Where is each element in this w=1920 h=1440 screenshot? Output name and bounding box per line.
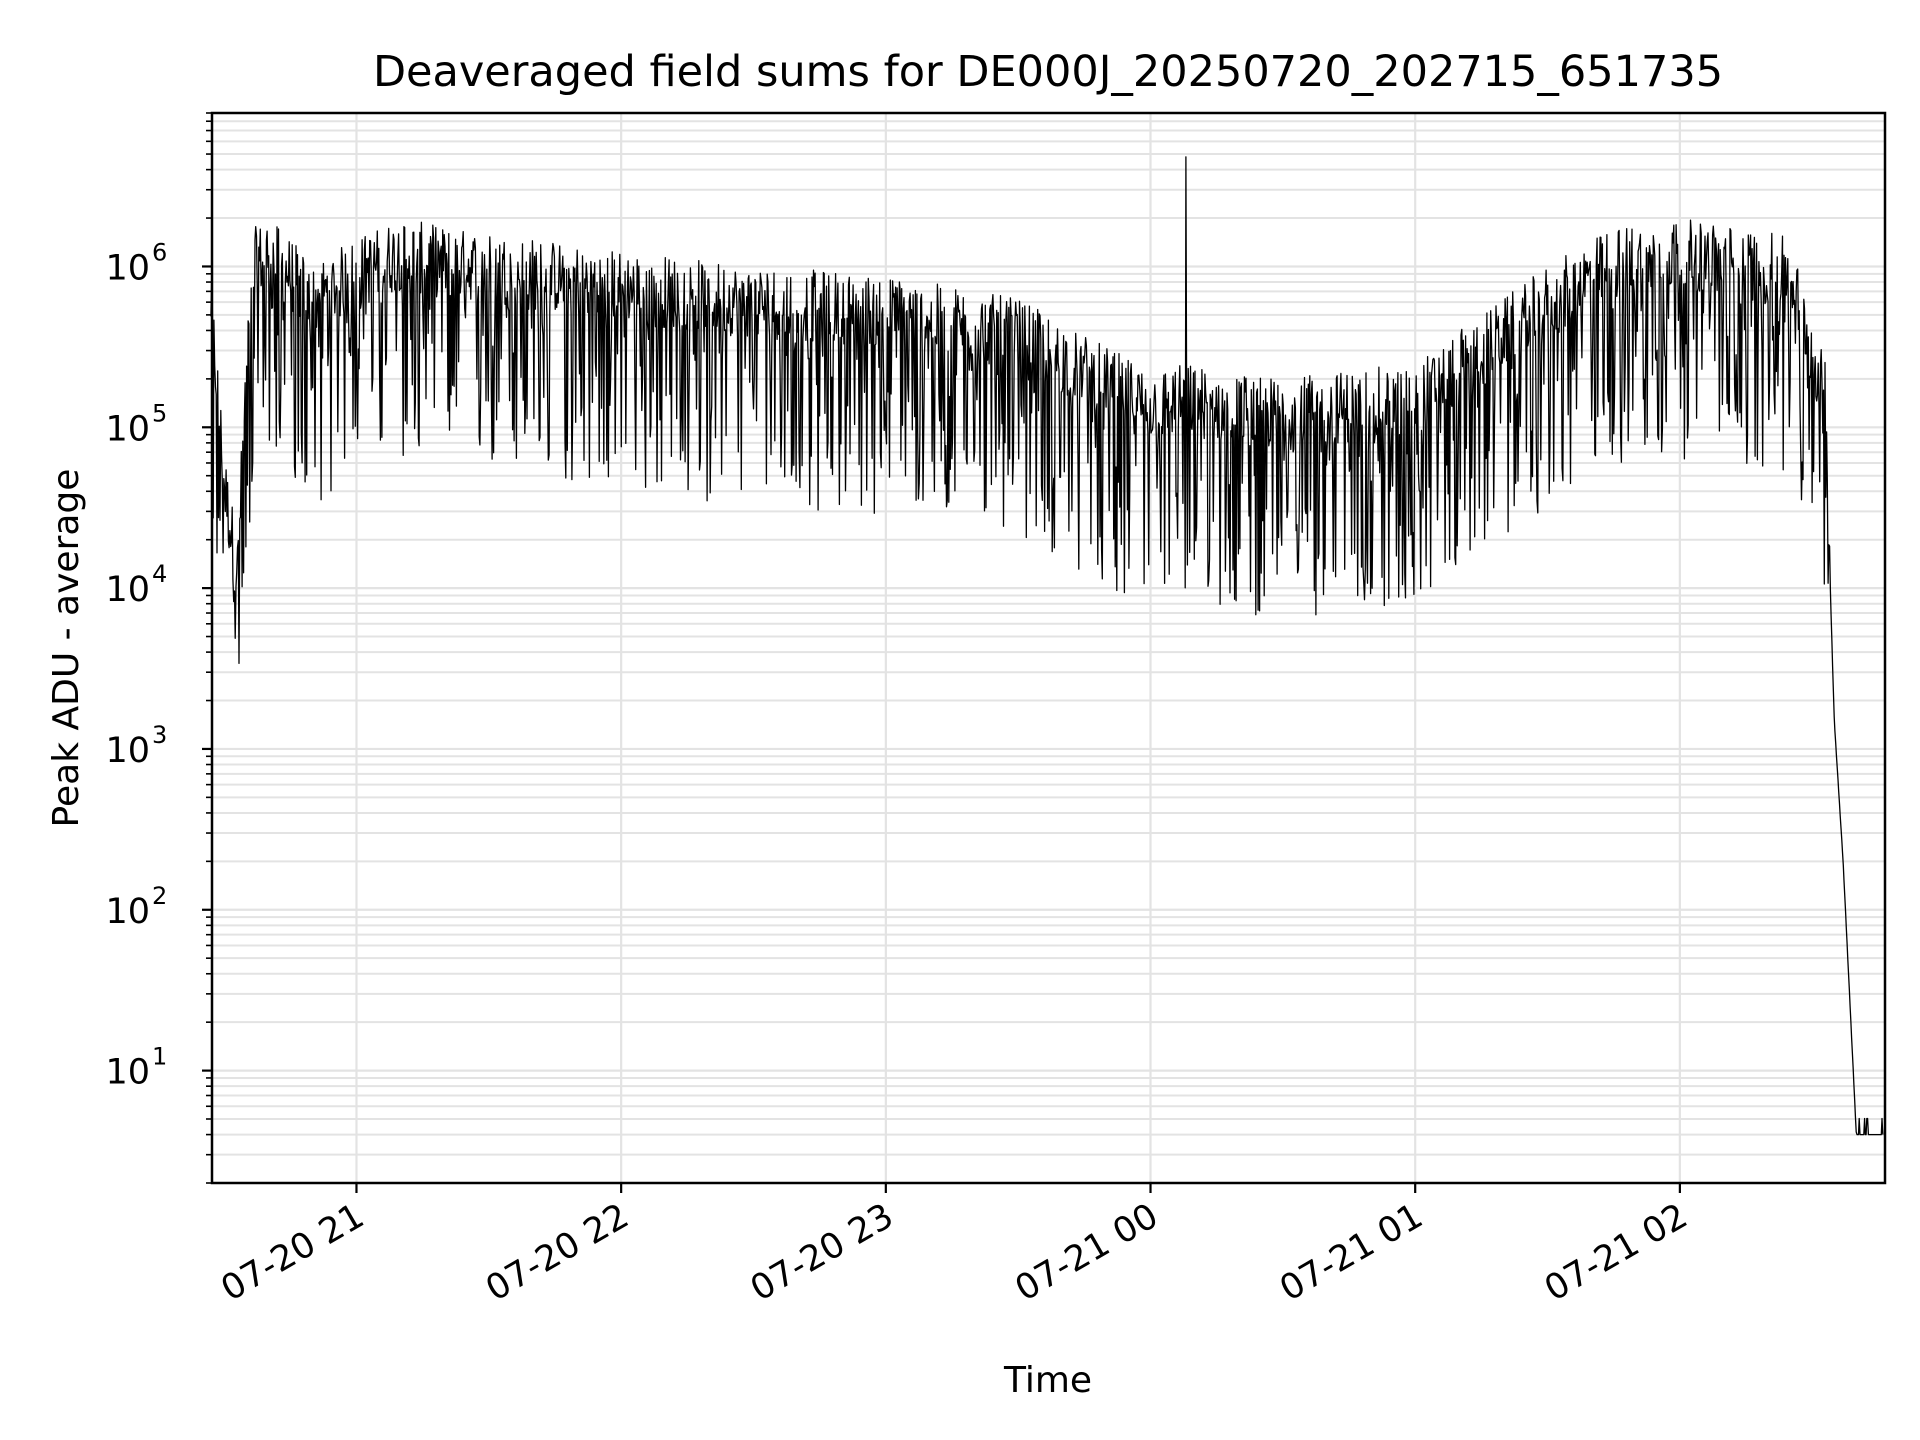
plot-area <box>210 156 1884 1136</box>
y-tick-label-base: 10 <box>105 570 150 610</box>
grid-lines <box>212 112 1885 1184</box>
y-tick-label-exponent: 5 <box>152 399 167 427</box>
y-tick-label-exponent: 2 <box>152 882 167 910</box>
y-tick-label-exponent: 1 <box>152 1043 167 1071</box>
y-tick-label-exponent: 3 <box>152 721 167 749</box>
y-tick-label-base: 10 <box>105 248 150 288</box>
y-tick-label-base: 10 <box>105 409 150 449</box>
y-tick-label-base: 10 <box>105 1053 150 1093</box>
y-tick-label-base: 10 <box>105 731 150 771</box>
y-tick-label-exponent: 4 <box>152 560 167 588</box>
series-line <box>210 156 1884 1136</box>
x-axis-label: Time <box>1003 1360 1092 1401</box>
chart-title: Deaveraged field sums for DE000J_2025072… <box>373 47 1723 97</box>
y-axis-label: Peak ADU - average <box>46 469 87 828</box>
y-tick-label-base: 10 <box>105 892 150 932</box>
y-tick-label-exponent: 6 <box>152 238 167 266</box>
axes-frame <box>210 111 1887 1185</box>
